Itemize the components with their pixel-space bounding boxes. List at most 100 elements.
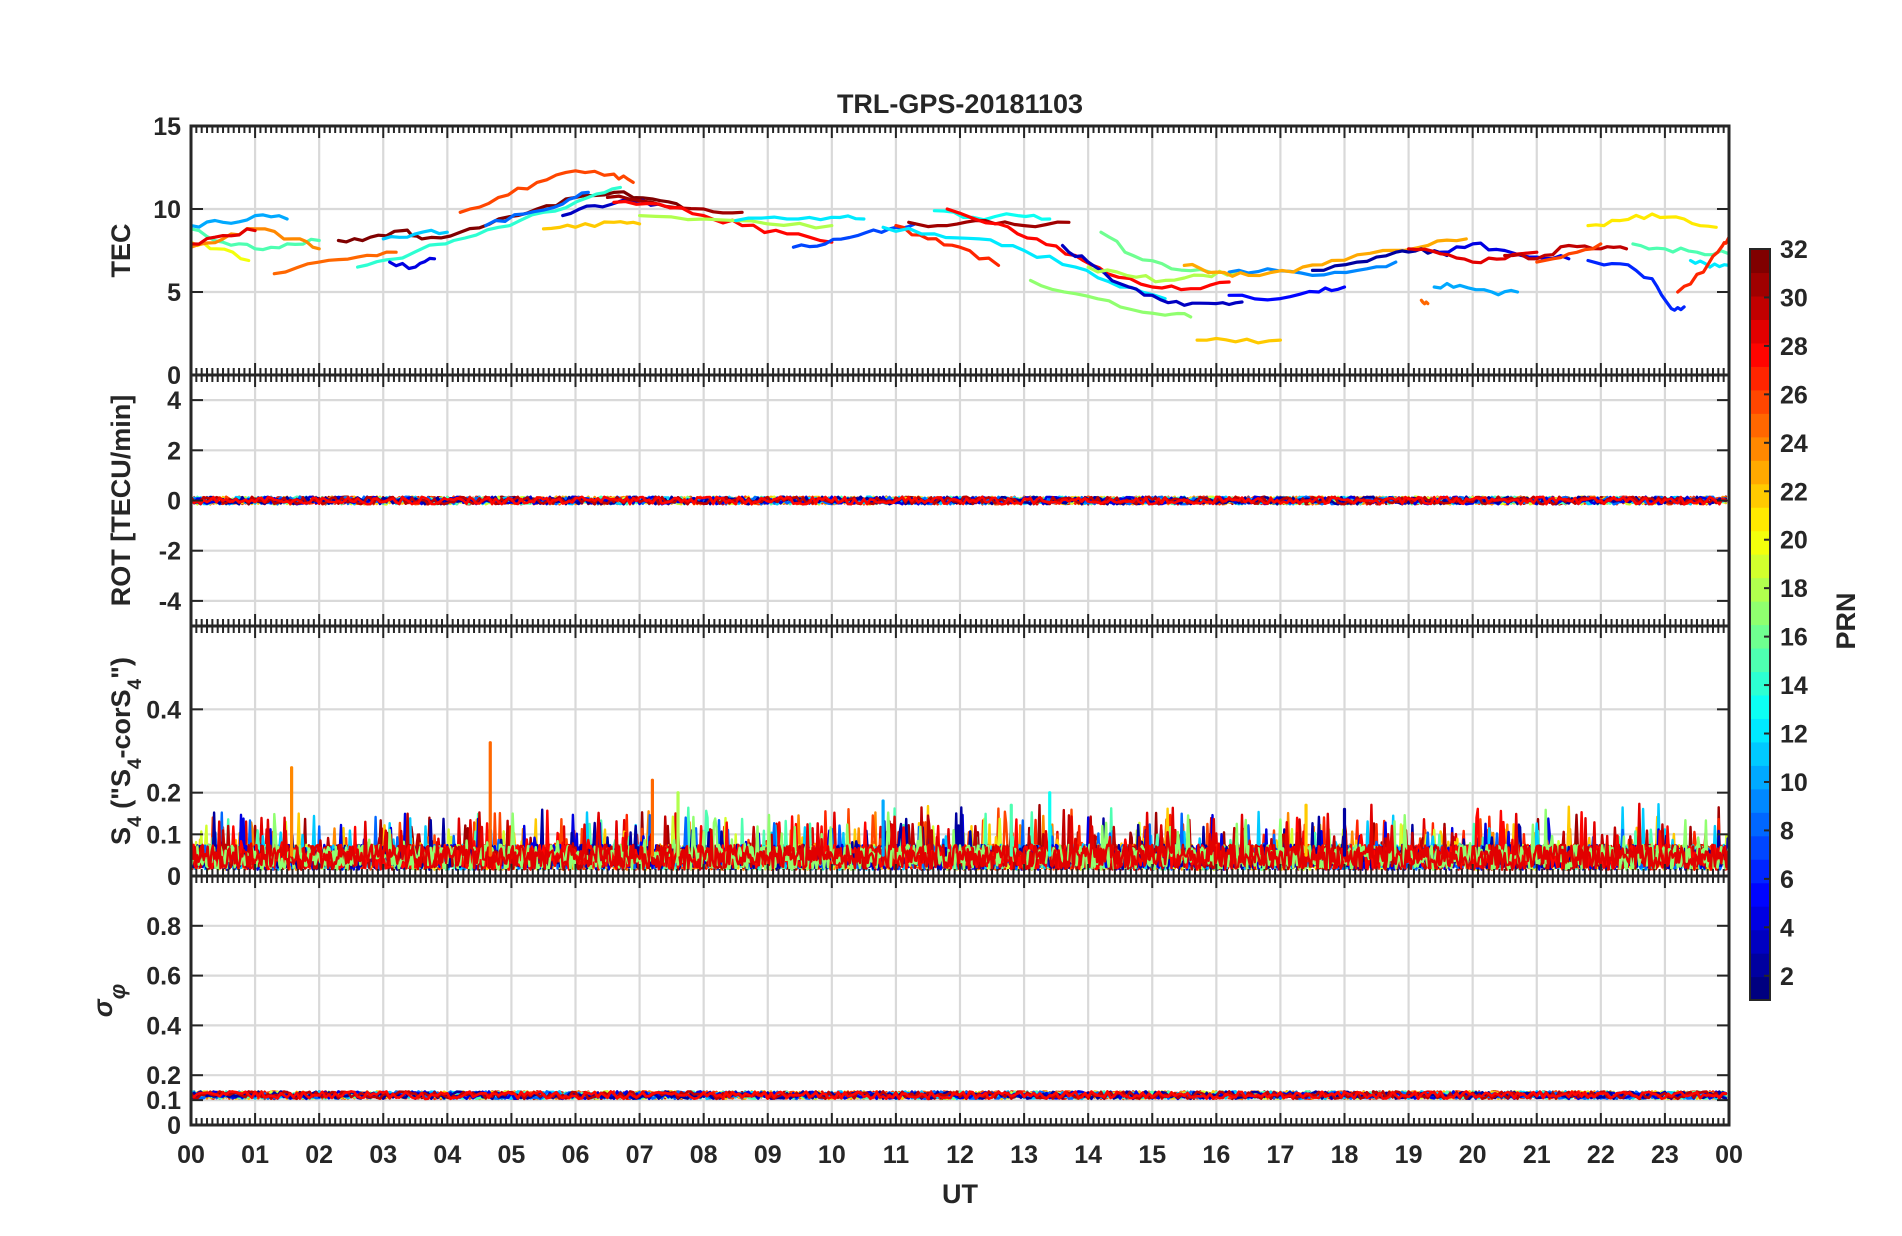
series-line-prn-23	[1182, 237, 1468, 278]
y-tick-label: 0.2	[146, 1062, 181, 1090]
colorbar-segment	[1750, 413, 1770, 438]
sigma-data	[191, 1090, 1728, 1101]
series-line-prn-26	[1535, 242, 1603, 264]
x-tick-label: 08	[690, 1141, 718, 1169]
y-tick-label: 15	[153, 113, 181, 141]
x-tick-label: 17	[1267, 1141, 1295, 1169]
series-line-prn-12	[1688, 258, 1729, 269]
series-line-prn-21	[1586, 212, 1718, 229]
series-line-prn-26	[458, 169, 635, 214]
x-tick-label: 06	[562, 1141, 590, 1169]
x-tick-label: 16	[1202, 1141, 1230, 1169]
colorbar-segment	[1750, 694, 1770, 719]
x-tick-label: 09	[754, 1141, 782, 1169]
colorbar-tick-label: 6	[1780, 866, 1794, 894]
colorbar-tick-label: 14	[1780, 672, 1808, 700]
colorbar-segment	[1750, 389, 1770, 414]
panel-s4: 00.10.20.4S4 ("S4-corS4")	[106, 624, 1731, 891]
series-line-prn-29	[191, 227, 257, 246]
series-line-prn-31	[907, 218, 1071, 229]
colorbar-segment	[1750, 624, 1770, 649]
colorbar-segment	[1750, 718, 1770, 743]
series-line-prn-2	[1310, 247, 1449, 272]
series-line-prn-27	[894, 224, 1001, 267]
colorbar-tick-label: 16	[1780, 624, 1808, 652]
colorbar-segment	[1750, 765, 1770, 790]
panel-sigma: 00.10.2 0.4 0.6 0.8 σφ	[88, 874, 1731, 1140]
colorbar-segment	[1750, 671, 1770, 696]
sigma-ticks	[190, 876, 1730, 1126]
colorbar-tick-label: 28	[1780, 333, 1808, 361]
series-line-prn-10	[1432, 281, 1520, 297]
x-tick-label: 13	[1010, 1141, 1038, 1169]
s4-y-label: S4 ("S4-corS4")	[106, 657, 146, 845]
colorbar-segment	[1750, 976, 1770, 1001]
y-tick-label: 10	[153, 196, 181, 224]
x-tick-label: 19	[1395, 1141, 1423, 1169]
y-tick-label: 0.6	[146, 963, 181, 991]
colorbar-segment	[1750, 882, 1770, 907]
colorbar-segment	[1750, 953, 1770, 978]
colorbar-tick-label: 4	[1780, 914, 1794, 942]
panel-rot: -4 -2 0 2 4 ROT [TECU/min]	[106, 373, 1731, 628]
colorbar-segment	[1750, 554, 1770, 579]
colorbar-segment	[1750, 577, 1770, 602]
colorbar-tick-label: 26	[1780, 381, 1808, 409]
series-line-prn-25	[272, 250, 398, 276]
colorbar-segment	[1750, 507, 1770, 532]
rot-trace-prn-28	[191, 495, 1728, 506]
series-line-prn-17	[1028, 278, 1193, 319]
series-line-prn-16	[1099, 230, 1212, 274]
y-label-part: ("S	[106, 769, 136, 816]
y-tick-label: 0.4	[146, 1012, 181, 1040]
y-tick-label: 0.4	[146, 696, 181, 724]
x-axis-label: UT	[942, 1179, 978, 1209]
series-line-prn-14	[356, 185, 622, 269]
colorbar-segment	[1750, 647, 1770, 673]
y-tick-label: -2	[159, 538, 181, 566]
colorbar-tick-label: 18	[1780, 575, 1808, 603]
series-line-prn-18	[1086, 265, 1238, 284]
tec-data	[191, 169, 1729, 345]
colorbar-tick-label: 10	[1780, 769, 1808, 797]
colorbar-segment	[1750, 272, 1770, 297]
colorbar-segment	[1750, 460, 1770, 485]
colorbar-tick-label: 32	[1780, 236, 1808, 264]
series-line-prn-24	[191, 227, 321, 251]
colorbar-segment	[1750, 436, 1770, 461]
series-line-prn-5	[1227, 285, 1347, 302]
x-tick-label: 20	[1459, 1141, 1487, 1169]
x-tick-label: 03	[369, 1141, 397, 1169]
colorbar-segment	[1750, 249, 1770, 274]
y-tick-label: 0	[167, 1112, 181, 1140]
y-label-part: ")	[106, 657, 136, 679]
colorbar-segment	[1750, 741, 1770, 766]
colorbar-segment	[1750, 929, 1770, 954]
y-label-part: σ	[88, 998, 118, 1017]
x-tick-labels: 00 01 02 03 04 05 06 07 08 09 10 11 12 13 14 15 16 17 18 19…	[177, 1141, 1743, 1169]
y-label-part: 4	[125, 758, 146, 769]
series-line-prn-9	[1227, 260, 1398, 277]
colorbar-segment	[1750, 906, 1770, 931]
y-tick-label: 0	[167, 488, 181, 516]
colorbar-segment	[1750, 342, 1770, 367]
colorbar-segment	[1750, 366, 1770, 391]
y-tick-label: 0	[167, 362, 181, 390]
x-tick-label: 22	[1587, 1141, 1615, 1169]
y-label-part: S	[106, 827, 136, 845]
sigma-grid	[189, 876, 1731, 1127]
y-label-part: 4	[125, 816, 146, 827]
colorbar-tick-label: 30	[1780, 284, 1808, 312]
x-tick-label: 10	[818, 1141, 846, 1169]
colorbar-tick-label: 2	[1780, 963, 1794, 991]
colorbar-segment	[1750, 601, 1770, 626]
series-line-prn-30	[1503, 243, 1629, 261]
colorbar-segment	[1750, 319, 1770, 344]
x-tick-label: 15	[1138, 1141, 1166, 1169]
x-tick-label: 05	[498, 1141, 526, 1169]
x-tick-label: 07	[626, 1141, 654, 1169]
colorbar-tick-label: 20	[1780, 527, 1808, 555]
x-tick-label: 01	[241, 1141, 269, 1169]
panel-tec: 0 5 10 15 TEC	[106, 113, 1731, 390]
